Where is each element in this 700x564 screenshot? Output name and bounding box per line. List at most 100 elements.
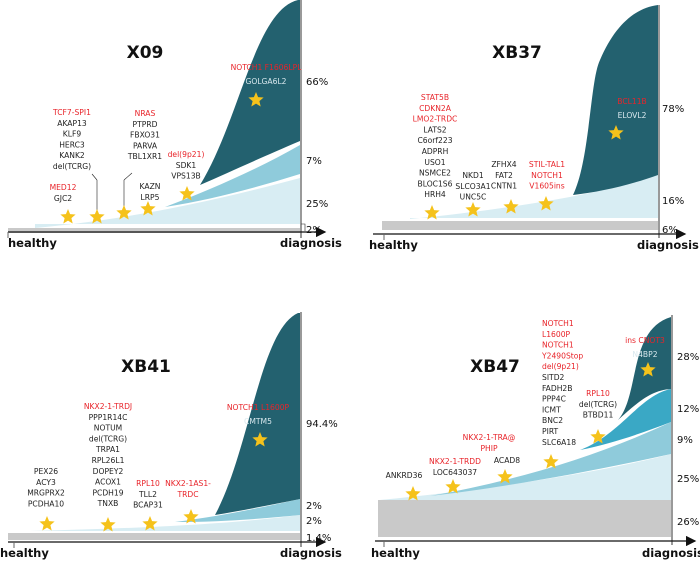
- axis-label-diagnosis: diagnosis: [280, 546, 342, 560]
- normal-clone: [382, 221, 658, 230]
- gene-label: HERC3: [59, 140, 85, 149]
- mutation-star-icon: [640, 362, 656, 377]
- gene-label: SITD2: [542, 373, 565, 382]
- gene-label: VPS13B: [171, 172, 200, 181]
- driver-mutation-label: CDKN2A: [419, 104, 452, 113]
- driver-mutation-label: V1605ins: [529, 182, 564, 191]
- gene-label: BTBD11: [583, 411, 614, 420]
- mutation-star-icon: [424, 205, 440, 220]
- mutation-star-icon: [60, 209, 76, 224]
- driver-mutation-label: NOTCH1: [542, 341, 574, 350]
- gene-label: LRP5: [141, 193, 160, 202]
- mutation-star-icon: [590, 429, 606, 444]
- driver-mutation-label: NOTCH1 L1600P: [227, 403, 290, 412]
- mutation-star-icon: [100, 517, 116, 532]
- clone-percentage: 28%: [677, 352, 699, 363]
- gene-label: PTPRD: [133, 120, 158, 129]
- gene-label: ACAD8: [494, 456, 520, 465]
- mutation-star-icon: [538, 196, 554, 211]
- mutation-star-icon: [445, 479, 461, 494]
- driver-mutation-label: NOTCH1: [531, 171, 563, 180]
- clone-percentage: 25%: [677, 474, 699, 485]
- gene-label: BCAP31: [133, 501, 163, 510]
- panel-xb47: [378, 317, 671, 537]
- driver-mutation-label: NKX2-1AS1-: [165, 479, 211, 488]
- clone-percentage: 9%: [677, 435, 693, 446]
- driver-mutation-label: STIL-TAL1: [529, 160, 565, 169]
- gene-label: CMTM5: [244, 417, 272, 426]
- clone-percentage: 16%: [662, 196, 684, 207]
- normal-clone: [8, 533, 300, 540]
- driver-mutation-label: del(9p21): [168, 150, 205, 159]
- leader-line: [123, 172, 133, 181]
- clone-2pct-b: [175, 499, 300, 522]
- gene-label: RPL26L1: [92, 456, 125, 465]
- axis-label-healthy: healthy: [369, 238, 418, 252]
- bracket: [301, 223, 306, 231]
- driver-mutation-label: TRDC: [176, 490, 198, 499]
- panel-title: XB37: [492, 43, 542, 63]
- panel-xb37: [382, 5, 658, 230]
- driver-mutation-label: BCL11B: [617, 97, 646, 106]
- normal-clone: [378, 500, 671, 537]
- panel-title: XB47: [470, 357, 520, 377]
- clone-percentage: 2%: [306, 501, 322, 512]
- gene-label: ICMT: [542, 405, 561, 414]
- driver-mutation-label: L1600P: [542, 330, 571, 339]
- gene-label: AKAP13: [57, 119, 87, 128]
- axis-label-diagnosis: diagnosis: [637, 238, 699, 252]
- gene-label: KANK2: [59, 151, 85, 160]
- gene-label: ACOX1: [95, 478, 121, 487]
- driver-mutation-label: del(9p21): [542, 362, 579, 371]
- driver-mutation-label: Y2490Stop: [541, 351, 583, 360]
- gene-label: KLF9: [63, 130, 82, 139]
- mutation-star-icon: [39, 516, 55, 531]
- mutation-star-icon: [608, 125, 624, 140]
- clone-percentage: 26%: [677, 517, 699, 528]
- driver-mutation-label: NRAS: [135, 109, 156, 118]
- clone-percentage: 2%: [306, 225, 322, 236]
- axis-label-healthy: healthy: [371, 546, 420, 560]
- gene-label: FBXO31: [130, 131, 160, 140]
- axis-label-diagnosis: diagnosis: [280, 236, 342, 250]
- clone-percentage: 6%: [662, 225, 678, 236]
- gene-label: ADPRH: [422, 147, 449, 156]
- mutation-star-icon: [405, 486, 421, 501]
- driver-mutation-label: TCF7-SPI1: [52, 108, 91, 117]
- gene-label: TLL2: [138, 490, 157, 499]
- clone-25pct: [380, 454, 671, 500]
- gene-label: USO1: [424, 158, 445, 167]
- mutation-star-icon: [503, 199, 519, 214]
- normal-clone: [8, 228, 300, 233]
- gene-label: TNXB: [97, 499, 119, 508]
- clone-16pct: [410, 175, 658, 219]
- mutation-star-icon: [465, 202, 481, 217]
- gene-label: BNC2: [542, 416, 563, 425]
- panel-x09: [8, 0, 306, 233]
- gene-label: LOC643037: [433, 468, 477, 477]
- gene-label: TRPA1: [95, 445, 120, 454]
- gene-label: ANKRD36: [386, 471, 423, 480]
- driver-mutation-label: STAT5B: [421, 93, 449, 102]
- mutation-star-icon: [543, 454, 559, 469]
- panel-xb41: [8, 313, 300, 540]
- leader-line: [91, 173, 98, 181]
- clone-percentage: 12%: [677, 404, 699, 415]
- gene-label: HRH4: [424, 190, 446, 199]
- gene-label: SLCO3A1: [455, 182, 490, 191]
- gene-label: PPP4C: [542, 395, 566, 404]
- gene-label: NKD1: [462, 171, 484, 180]
- gene-label: del(TCRG): [53, 162, 91, 171]
- gene-label: KAZN: [140, 182, 161, 191]
- mutation-star-icon: [183, 509, 199, 524]
- driver-mutation-label: PHIP: [480, 444, 498, 453]
- gene-label: del(TCRG): [89, 434, 127, 443]
- clone-percentage: 25%: [306, 199, 328, 210]
- clone-percentage: 2%: [306, 516, 322, 527]
- gene-label: C6orf223: [417, 136, 452, 145]
- mutation-star-icon: [248, 92, 264, 107]
- gene-label: UNC5C: [460, 193, 487, 202]
- mutation-star-icon: [497, 469, 513, 484]
- driver-mutation-label: RPL10: [136, 479, 160, 488]
